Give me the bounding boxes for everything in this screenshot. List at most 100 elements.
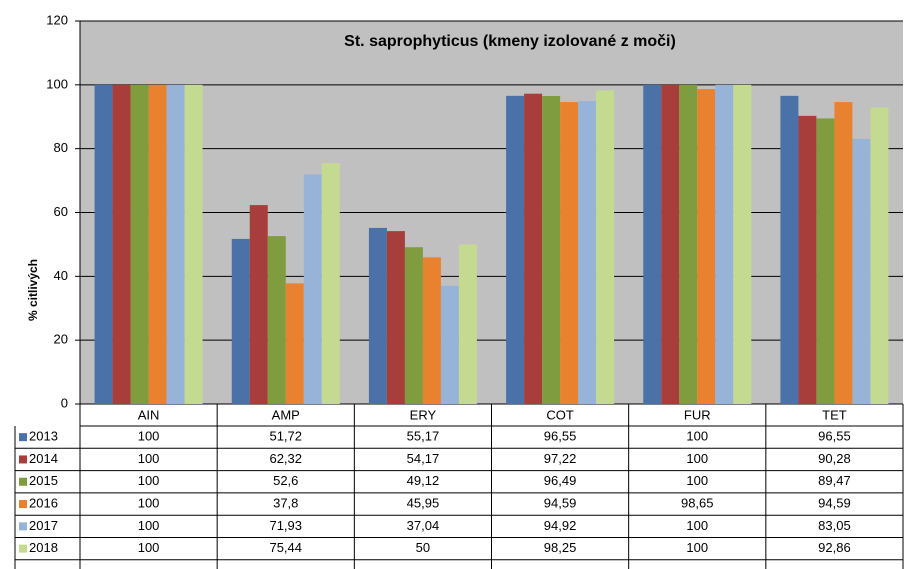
- legend-swatch: [19, 522, 27, 531]
- table-cell: 92,86: [818, 540, 851, 555]
- table-cell: 100: [138, 540, 160, 555]
- bar: [440, 285, 459, 404]
- y-tick-label: 120: [46, 12, 68, 27]
- legend-swatch: [19, 544, 27, 553]
- table-cell: 37,04: [407, 518, 440, 533]
- table-cell: 37,8: [273, 495, 298, 510]
- y-tick-label: 80: [54, 140, 68, 155]
- bar: [780, 95, 799, 405]
- bar: [661, 84, 680, 404]
- bar: [733, 84, 752, 404]
- legend-swatch: [19, 477, 27, 486]
- x-tick-label: COT: [546, 407, 574, 422]
- table-cell: 75,44: [269, 540, 302, 555]
- bar: [303, 174, 322, 404]
- legend-label: 2016: [29, 495, 58, 510]
- bar: [130, 84, 149, 404]
- bar: [231, 238, 250, 404]
- table-cell: 90,28: [818, 451, 851, 466]
- table-cell: 83,05: [818, 518, 851, 533]
- table-cell: 94,59: [818, 495, 851, 510]
- bar: [679, 84, 698, 404]
- x-tick-label: AIN: [138, 407, 160, 422]
- bar: [870, 107, 889, 405]
- y-tick-label: 20: [54, 332, 68, 347]
- table-cell: 45,95: [407, 495, 440, 510]
- table-cell: 100: [138, 429, 160, 444]
- y-tick-label: 0: [61, 395, 68, 410]
- table-cell: 94,59: [544, 495, 577, 510]
- bar: [422, 257, 441, 404]
- bar: [285, 283, 304, 404]
- legend-label: 2014: [29, 451, 58, 466]
- bar: [458, 244, 477, 404]
- legend-swatch: [19, 455, 27, 464]
- bar: [578, 101, 597, 404]
- chart-title: St. saprophyticus (kmeny izolované z moč…: [344, 33, 676, 50]
- table-cell: 62,32: [269, 451, 302, 466]
- bar: [834, 102, 853, 404]
- table-cell: 100: [138, 495, 160, 510]
- table-cell: 100: [686, 473, 708, 488]
- table-cell: 55,17: [407, 429, 440, 444]
- legend-label: 2017: [29, 518, 58, 533]
- bar: [715, 84, 734, 404]
- bar: [560, 102, 579, 404]
- y-tick-label: 40: [54, 268, 68, 283]
- bar: [697, 89, 716, 404]
- table-cell: 100: [138, 473, 160, 488]
- table-cell: 94,92: [544, 518, 577, 533]
- bar: [321, 163, 340, 404]
- bar: [249, 205, 268, 404]
- table-cell: 100: [138, 451, 160, 466]
- table-cell: 100: [686, 518, 708, 533]
- table-cell: 52,6: [273, 473, 298, 488]
- legend-label: 2018: [29, 540, 58, 555]
- legend-label: 2015: [29, 473, 58, 488]
- bar: [184, 84, 203, 404]
- table-cell: 96,55: [818, 429, 851, 444]
- bar: [267, 236, 286, 404]
- table-cell: 49,12: [407, 473, 440, 488]
- x-tick-label: ERY: [410, 407, 437, 422]
- legend-swatch: [19, 433, 27, 442]
- bar: [506, 95, 525, 405]
- table-cell: 98,25: [544, 540, 577, 555]
- table-cell: 96,55: [544, 429, 577, 444]
- bar: [368, 227, 387, 404]
- bar: [166, 84, 185, 404]
- x-tick-label: FUR: [684, 407, 711, 422]
- bar: [852, 138, 871, 405]
- table-cell: 50: [416, 540, 430, 555]
- bar: [112, 84, 131, 404]
- table-cell: 100: [686, 540, 708, 555]
- bar: [386, 231, 405, 404]
- y-tick-label: 60: [54, 204, 68, 219]
- table-cell: 100: [138, 518, 160, 533]
- bar: [148, 84, 167, 404]
- table-cell: 89,47: [818, 473, 851, 488]
- bar: [404, 247, 423, 404]
- bar: [798, 115, 817, 405]
- bar: [816, 118, 835, 404]
- bar: [94, 84, 113, 404]
- table-cell: 54,17: [407, 451, 440, 466]
- x-tick-label: TET: [822, 407, 847, 422]
- table-cell: 100: [686, 429, 708, 444]
- table-cell: 97,22: [544, 451, 577, 466]
- legend-label: 2013: [29, 429, 58, 444]
- table-cell: 96,49: [544, 473, 577, 488]
- y-tick-label: 100: [46, 76, 68, 91]
- bar: [524, 93, 543, 404]
- table-cell: 71,93: [269, 518, 302, 533]
- x-tick-label: AMP: [272, 407, 300, 422]
- table-cell: 98,65: [681, 495, 714, 510]
- bar: [596, 90, 615, 404]
- table-cell: 100: [686, 451, 708, 466]
- legend-swatch: [19, 500, 27, 509]
- y-axis-label: % citlivých: [26, 259, 40, 321]
- bar: [542, 96, 561, 405]
- table-cell: 51,72: [269, 429, 302, 444]
- bar: [643, 84, 662, 404]
